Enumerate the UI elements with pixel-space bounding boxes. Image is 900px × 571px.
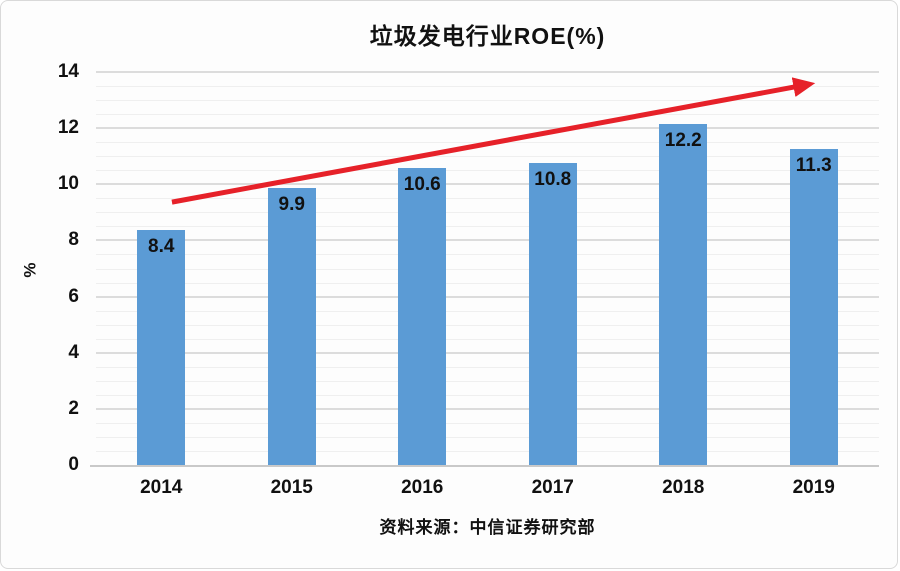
grid-line-minor bbox=[96, 380, 879, 382]
y-tick-label: 6 bbox=[68, 285, 79, 307]
x-axis: 2014 2015 2016 2017 2018 2019 bbox=[96, 477, 879, 507]
grid-line-minor bbox=[96, 226, 879, 228]
grid-line-minor bbox=[96, 338, 879, 340]
grid-line-minor bbox=[96, 324, 879, 326]
bar-value-label: 8.4 bbox=[148, 236, 175, 258]
bar: 10.6 bbox=[398, 168, 447, 466]
grid-line-minor bbox=[96, 282, 879, 284]
x-tick-label: 2015 bbox=[270, 477, 313, 498]
grid-line-minor bbox=[96, 268, 879, 270]
grid-line-minor bbox=[96, 422, 879, 424]
y-tick-label: 8 bbox=[68, 229, 79, 251]
y-tick-label: 4 bbox=[68, 341, 79, 363]
chart-title: 垃圾发电行业ROE(%) bbox=[369, 23, 606, 49]
grid-line-minor bbox=[96, 394, 879, 396]
bar-value-label: 10.6 bbox=[403, 174, 441, 196]
bar-value-label: 11.3 bbox=[795, 154, 832, 176]
bar: 10.8 bbox=[528, 162, 577, 466]
bar: 8.4 bbox=[137, 230, 186, 466]
bar-value-label: 10.8 bbox=[534, 168, 572, 190]
x-tick-label: 2019 bbox=[792, 477, 835, 498]
grid-line-major bbox=[96, 407, 879, 410]
y-tick-label: 2 bbox=[68, 397, 79, 419]
y-axis: 0 2 4 6 8 10 12 14 bbox=[1, 61, 87, 475]
grid-line-minor bbox=[96, 366, 879, 368]
grid-line-minor bbox=[96, 450, 879, 452]
bars-container: 8.4 9.9 10.6 10.8 12.2 11.3 bbox=[96, 73, 879, 466]
y-tick-label: 14 bbox=[57, 61, 79, 82]
grid-line-minor bbox=[96, 212, 879, 214]
bar: 11.3 bbox=[789, 148, 838, 466]
y-tick-label: 0 bbox=[68, 454, 79, 475]
y-tick-label: 12 bbox=[57, 117, 79, 139]
bar: 12.2 bbox=[659, 123, 708, 466]
grid-line-major bbox=[96, 351, 879, 354]
x-tick-label: 2017 bbox=[531, 477, 574, 498]
grid-line-major bbox=[96, 71, 879, 73]
source-note: 资料来源：中信证券研究部 bbox=[379, 518, 596, 537]
x-axis-baseline bbox=[90, 465, 879, 467]
plot-area: 8.4 9.9 10.6 10.8 12.2 11.3 bbox=[90, 71, 879, 467]
bar-value-label: 12.2 bbox=[664, 129, 702, 151]
x-tick-label: 2018 bbox=[662, 477, 705, 498]
grid-line-minor bbox=[96, 254, 879, 256]
grid-line-major bbox=[96, 295, 879, 298]
grid-line-minor bbox=[96, 436, 879, 438]
x-tick-label: 2014 bbox=[140, 477, 183, 498]
grid-line-minor bbox=[96, 310, 879, 312]
x-tick-label: 2016 bbox=[401, 477, 444, 498]
y-tick-label: 10 bbox=[57, 173, 79, 195]
bar-value-label: 9.9 bbox=[278, 194, 305, 216]
bar: 9.9 bbox=[267, 188, 316, 466]
grid-line-major bbox=[96, 239, 879, 242]
